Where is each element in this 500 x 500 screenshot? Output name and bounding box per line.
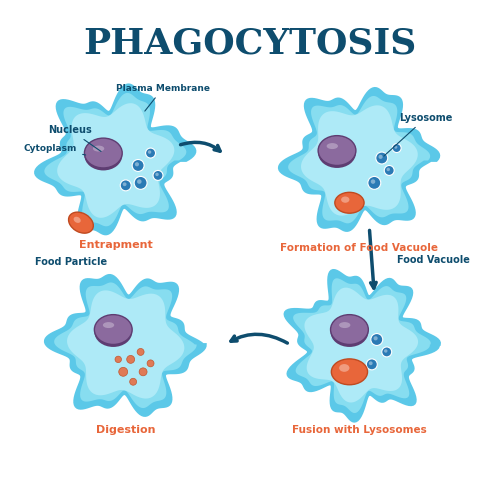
Circle shape	[126, 356, 134, 364]
Circle shape	[384, 349, 388, 352]
Circle shape	[369, 362, 372, 365]
Ellipse shape	[326, 143, 338, 149]
Ellipse shape	[93, 146, 104, 152]
Ellipse shape	[339, 364, 349, 372]
Text: Food Vacuole: Food Vacuole	[396, 255, 469, 265]
Circle shape	[118, 368, 128, 376]
Ellipse shape	[318, 138, 356, 168]
Text: PHAGOCYTOSIS: PHAGOCYTOSIS	[84, 26, 416, 60]
Ellipse shape	[318, 136, 356, 166]
Ellipse shape	[94, 314, 132, 344]
Polygon shape	[293, 278, 431, 413]
Circle shape	[392, 144, 401, 152]
Text: Fusion with Lysosomes: Fusion with Lysosomes	[292, 425, 427, 435]
Polygon shape	[288, 96, 430, 224]
Circle shape	[386, 168, 390, 171]
Circle shape	[134, 176, 147, 190]
Polygon shape	[44, 93, 187, 226]
Ellipse shape	[341, 196, 349, 203]
Circle shape	[120, 180, 131, 191]
Text: Food Particle: Food Particle	[35, 258, 107, 268]
Ellipse shape	[330, 314, 368, 344]
Polygon shape	[57, 103, 174, 218]
Ellipse shape	[68, 212, 94, 233]
Polygon shape	[46, 276, 205, 416]
Polygon shape	[285, 270, 440, 422]
Circle shape	[382, 347, 392, 357]
Ellipse shape	[84, 140, 122, 170]
Circle shape	[148, 150, 152, 154]
Text: Lysosome: Lysosome	[384, 112, 452, 156]
Ellipse shape	[335, 192, 364, 213]
Ellipse shape	[339, 322, 350, 328]
Polygon shape	[36, 85, 195, 234]
Circle shape	[394, 146, 398, 148]
Ellipse shape	[74, 216, 80, 223]
Text: Entrapment: Entrapment	[79, 240, 152, 250]
Circle shape	[122, 182, 126, 186]
Ellipse shape	[330, 317, 368, 347]
Circle shape	[374, 336, 378, 340]
Polygon shape	[67, 290, 184, 399]
Circle shape	[115, 356, 121, 362]
Circle shape	[368, 176, 381, 190]
Circle shape	[376, 152, 388, 164]
Ellipse shape	[84, 138, 122, 168]
Circle shape	[153, 170, 163, 180]
Circle shape	[366, 359, 378, 370]
Ellipse shape	[94, 317, 132, 347]
Polygon shape	[304, 288, 418, 403]
Circle shape	[371, 180, 376, 184]
Circle shape	[146, 148, 156, 158]
Ellipse shape	[103, 322, 114, 328]
Text: Plasma Membrane: Plasma Membrane	[116, 84, 210, 111]
Circle shape	[147, 360, 154, 367]
Text: Nucleus: Nucleus	[48, 125, 101, 152]
Circle shape	[135, 162, 139, 166]
Polygon shape	[280, 88, 439, 231]
Polygon shape	[54, 282, 197, 408]
Circle shape	[378, 154, 382, 159]
Circle shape	[139, 368, 147, 376]
Text: Digestion: Digestion	[96, 425, 156, 435]
Ellipse shape	[332, 359, 368, 384]
Circle shape	[132, 160, 144, 172]
Text: Formation of Food Vacuole: Formation of Food Vacuole	[280, 242, 438, 252]
Circle shape	[384, 166, 394, 175]
Circle shape	[130, 378, 136, 385]
Polygon shape	[301, 106, 418, 216]
Text: Cytoplasm: Cytoplasm	[24, 144, 86, 155]
Circle shape	[137, 180, 141, 184]
Circle shape	[156, 172, 159, 176]
Circle shape	[371, 334, 383, 345]
Circle shape	[137, 348, 144, 356]
